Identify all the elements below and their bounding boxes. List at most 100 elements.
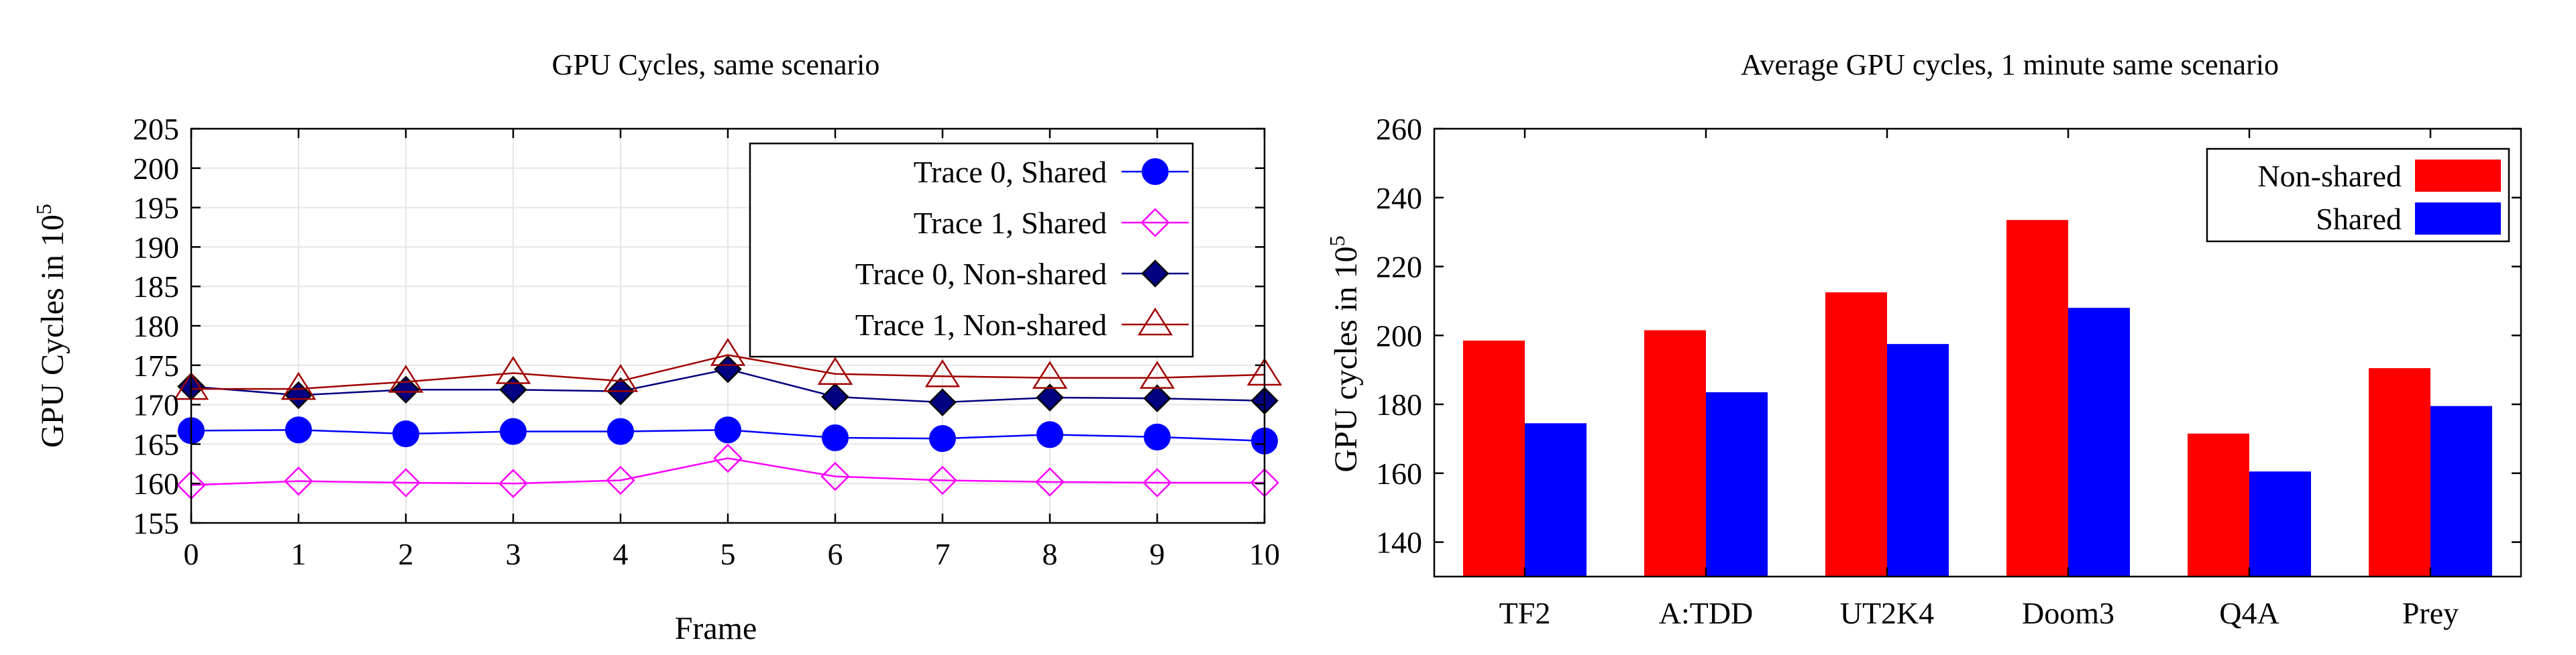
line-chart-x-tick-label: 10 [1249,537,1280,571]
line-chart-point [285,416,312,444]
line-chart: GPU Cycles, same scenario 1 5 5 160 165 170 17… [32,48,1283,646]
line-chart-point [928,465,957,495]
bar-chart-y-tick-label: 240 [1376,181,1422,215]
line-chart-point [392,420,419,448]
line-chart-point [392,375,420,404]
bar-chart-title: Average GPU cycles, 1 minute same scenar… [1741,48,2279,81]
bar-chart: Average GPU cycles, 1 minute same scenar… [1325,48,2522,630]
line-chart-point [1142,468,1172,497]
line-chart-x-tick-label: 2 [398,537,414,571]
bar-0-0 [1463,341,1525,577]
line-chart-point [929,425,956,453]
bar-0-5 [2369,368,2430,577]
bar-chart-y-tick-label: 200 [1376,318,1422,353]
bar-chart-legend-swatch [2415,160,2501,192]
line-chart-x-tick-label: 0 [184,537,199,571]
line-chart-x-ticks: 0 1 2 3 4 5 6 7 8 9 10 [184,129,1280,571]
bar-chart-x-tick-label: TF2 [1499,596,1551,630]
line-chart-y-tick-label: 160 [133,467,179,501]
line-chart-legend: Trace 0, Shared Trace 1, Shared Trace 0, N… [749,142,1194,358]
line-chart-x-tick-label: 9 [1150,537,1165,571]
line-chart-legend-marker [1140,208,1170,237]
line-chart-y-axis-label: GPU Cycles in 105 [32,204,70,448]
line-chart-x-tick-label: 5 [720,537,736,571]
bar-chart-x-tick-label: Prey [2402,596,2459,630]
line-chart-series-1 [176,443,1279,500]
bar-1-5 [2430,406,2492,577]
line-chart-point [500,418,527,445]
line-chart-x-tick-label: 7 [935,537,951,571]
line-chart-y-tick-label: 190 [133,230,179,264]
line-chart-x-tick-label: 1 [291,537,307,571]
line-chart-x-tick-label: 8 [1042,537,1058,571]
line-chart-y-tick-label: 185 [133,270,179,304]
line-chart-point [1036,421,1063,449]
line-chart-y-tick-label: 170 [133,388,179,422]
line-chart-point [817,357,853,385]
line-chart-legend-label: Trace 1, Non-shared [855,308,1107,342]
line-chart-x-tick-label: 4 [613,537,629,571]
line-chart-point [821,383,849,411]
line-chart-legend-marker [1142,158,1169,185]
line-chart-y-tick-label: 200 [133,152,179,186]
line-chart-point [820,461,850,491]
line-chart-point [924,359,961,388]
bar-chart-x-ticks: TF2 A:TDD UT2K4 Doom3 Q4A Prey [1499,129,2459,630]
line-chart-x-tick-label: 6 [828,537,843,571]
line-chart-series [173,338,1283,500]
bar-chart-legend-swatch [2415,202,2501,235]
bar-chart-y-tick-label: 260 [1376,112,1422,146]
line-chart-y-tick-label: 175 [133,349,179,383]
line-chart-point [1143,384,1171,412]
bar-0-3 [2006,220,2068,577]
bar-0-2 [1825,292,1887,577]
line-chart-legend-marker [1141,259,1169,288]
line-chart-point [714,355,742,383]
bar-chart-legend-label: Shared [2316,202,2402,236]
bar-1-1 [1706,392,1768,577]
line-chart-y-ticks: 155 160 165 170 175 180 185 190 195 200 205 [133,112,1265,540]
line-chart-x-axis-label: Frame [675,611,757,646]
line-chart-point [499,375,527,404]
line-chart-point [607,418,634,445]
bar-chart-legend: Non-shared Shared [2206,147,2510,243]
bar-chart-x-tick-label: A:TDD [1659,596,1754,630]
line-chart-title: GPU Cycles, same scenario [552,48,880,81]
line-chart-point [602,363,639,392]
line-chart-y-tick-label: 180 [133,309,179,343]
bar-chart-x-tick-label: Doom3 [2022,596,2114,630]
line-chart-point [1032,361,1068,389]
line-chart-y-tick-label: 195 [133,191,179,225]
bar-1-4 [2249,471,2311,577]
line-chart-point [280,371,317,400]
bar-0-1 [1644,330,1706,577]
bar-chart-legend-label: Non-shared [2257,159,2402,193]
line-chart-point [495,356,531,384]
line-chart-y-axis-label-text: GPU Cycles in 10 [35,215,70,448]
line-chart-point [606,465,635,495]
bar-chart-y-axis-label: GPU cycles in 105 [1325,235,1364,472]
bar-chart-y-ticks: 140 160 180 200 220 240 260 [1376,112,2521,560]
bar-1-3 [2068,308,2130,577]
line-chart-point [1144,423,1171,451]
line-chart-point [498,469,528,498]
bar-chart-plot-frame [1433,127,2522,578]
bar-1-0 [1525,423,1587,577]
line-chart-point [284,466,313,496]
line-chart-y-tick-label: 165 [133,427,179,461]
bar-chart-x-tick-label: UT2K4 [1840,596,1935,630]
bar-chart-y-axis-label-exponent: 5 [1325,235,1349,246]
line-chart-legend-marker [1137,307,1173,336]
line-chart-point [713,443,743,473]
line-chart-point [714,416,741,444]
line-chart-series-0 [178,416,1278,455]
bar-chart-y-tick-label: 220 [1376,250,1422,284]
line-chart-y-axis-label-exponent: 5 [32,204,56,215]
bar-chart-bars [1463,220,2492,577]
bar-0-4 [2188,433,2249,577]
bar-chart-y-tick-label: 160 [1376,457,1422,491]
line-chart-point [710,338,746,366]
line-chart-legend-box [749,142,1194,358]
line-chart-y-tick-label: 205 [133,112,179,146]
